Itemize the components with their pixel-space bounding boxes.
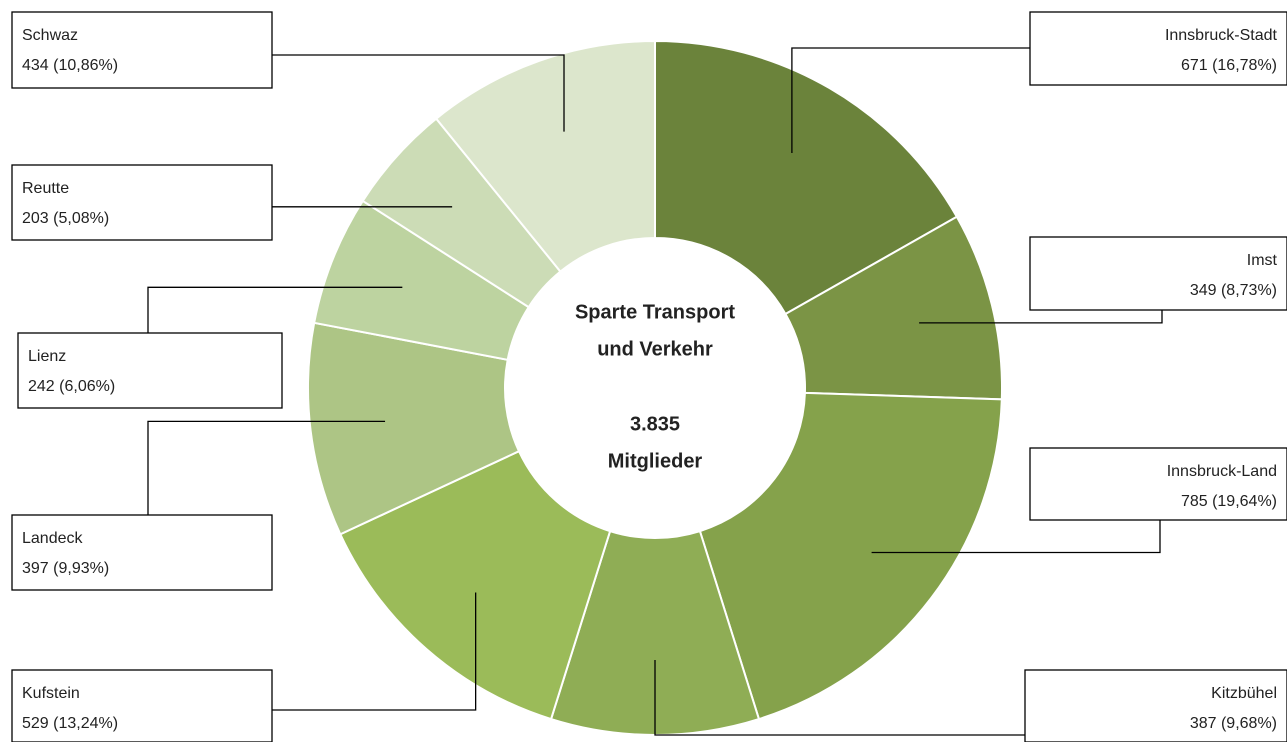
- donut-slice: [549, 529, 761, 736]
- slice-label: Landeck: [22, 530, 83, 547]
- value-label: 203 (5,08%): [22, 210, 109, 227]
- center-text: Sparte Transport: [575, 301, 735, 323]
- label-box: [11, 164, 273, 241]
- label-box: [1029, 11, 1287, 86]
- center-text: und Verkehr: [597, 338, 713, 360]
- label-box: [17, 332, 283, 409]
- leader-line: [919, 310, 1163, 324]
- slice-label: Innsbruck-Stadt: [1165, 27, 1278, 44]
- slice-label: Kitzbühel: [1211, 685, 1277, 702]
- donut-slice: [338, 449, 612, 721]
- slice-label: Lienz: [28, 348, 66, 365]
- value-label: 242 (6,06%): [28, 378, 115, 395]
- slice-label: Schwaz: [22, 27, 78, 44]
- label-box: [1029, 447, 1287, 521]
- leader-line: [791, 47, 1030, 153]
- value-label: 387 (9,68%): [1190, 715, 1277, 732]
- slice-label: Imst: [1247, 252, 1278, 269]
- leader-line: [654, 660, 1025, 736]
- slice-label: Innsbruck-Land: [1167, 463, 1277, 480]
- label-box: [1024, 669, 1287, 742]
- donut-slice: [434, 39, 656, 273]
- leader-line: [272, 54, 565, 132]
- slice-label: Reutte: [22, 180, 69, 197]
- value-label: 434 (10,86%): [22, 57, 118, 74]
- label-box: [11, 669, 273, 742]
- donut-slice: [698, 391, 1003, 721]
- leader-line: [272, 592, 477, 711]
- value-label: 529 (13,24%): [22, 715, 118, 732]
- slice-label: Kufstein: [22, 685, 80, 702]
- value-label: 349 (8,73%): [1190, 282, 1277, 299]
- label-box: [1029, 236, 1287, 311]
- center-text: 3.835: [630, 413, 680, 435]
- label-box: [11, 514, 273, 591]
- value-label: 671 (16,78%): [1181, 57, 1277, 74]
- value-label: 785 (19,64%): [1181, 493, 1277, 510]
- leader-line: [147, 420, 386, 515]
- leader-line: [147, 286, 403, 333]
- center-text: Mitglieder: [608, 450, 703, 472]
- leader-line: [871, 520, 1161, 554]
- donut-slice: [654, 39, 959, 316]
- label-box: [11, 11, 273, 89]
- donut: [307, 39, 1003, 736]
- value-label: 397 (9,93%): [22, 560, 109, 577]
